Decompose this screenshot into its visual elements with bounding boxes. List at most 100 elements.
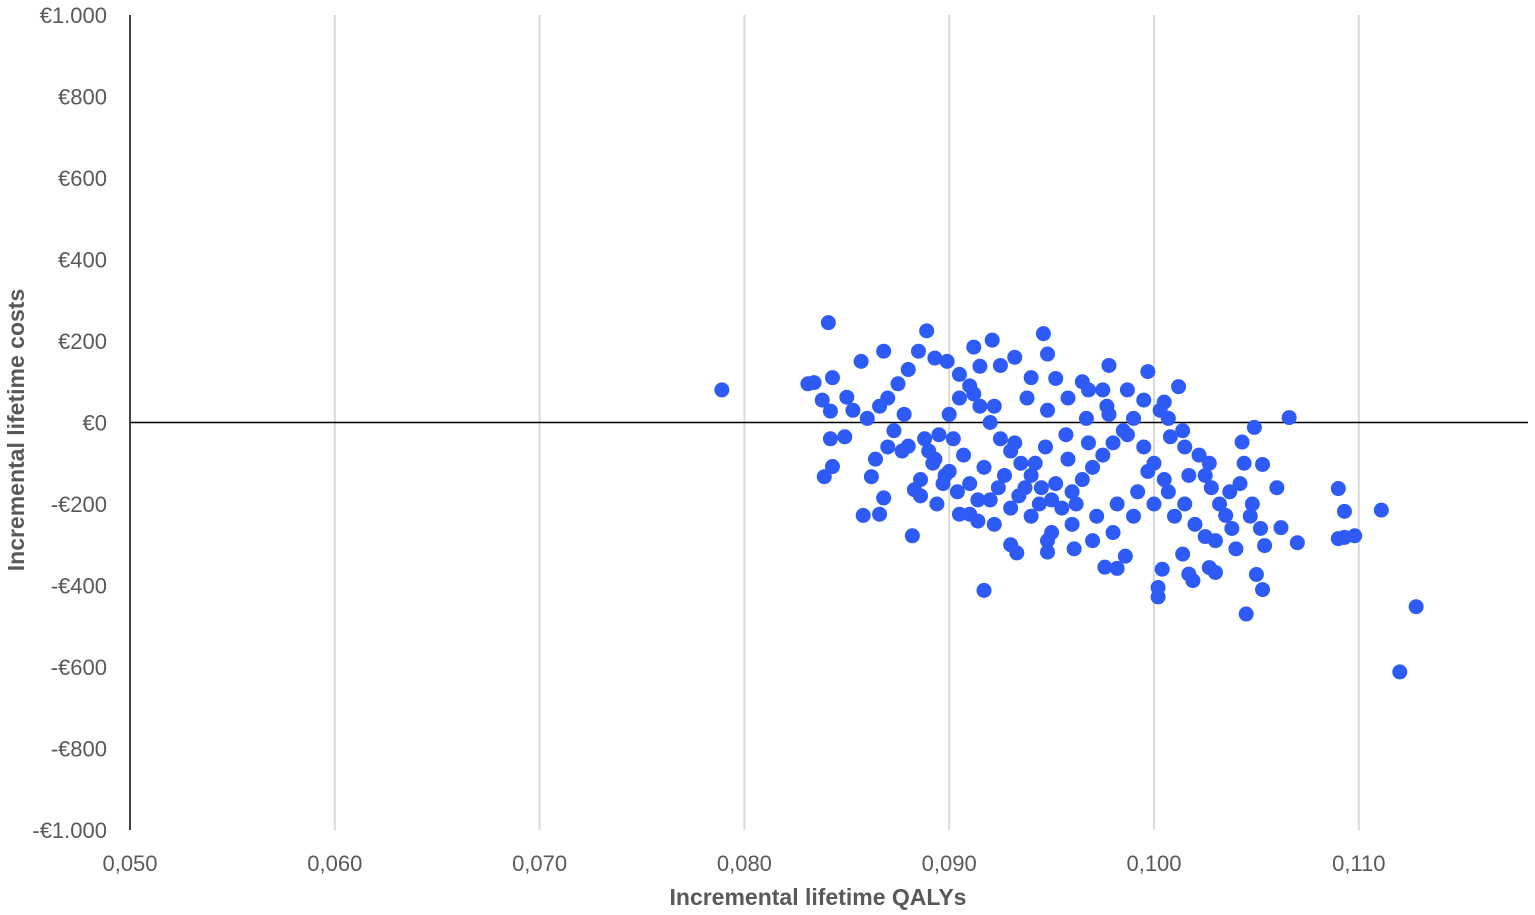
data-point (1154, 561, 1170, 577)
data-point (931, 427, 947, 443)
data-point (1187, 516, 1203, 532)
data-point (956, 447, 972, 463)
data-point (1060, 390, 1076, 406)
data-point (845, 402, 861, 418)
data-point (1033, 480, 1049, 496)
data-point (927, 350, 943, 366)
data-point (1150, 589, 1166, 605)
data-point (806, 375, 822, 391)
data-point (1109, 496, 1125, 512)
data-point (1037, 439, 1053, 455)
data-point (1044, 525, 1060, 541)
data-point (976, 459, 992, 475)
data-point (1238, 606, 1254, 622)
data-point (876, 343, 892, 359)
data-point (951, 390, 967, 406)
data-point (1408, 599, 1424, 615)
data-point (1085, 533, 1101, 549)
data-point (1232, 476, 1248, 492)
x-tick-label: 0,080 (717, 851, 772, 876)
y-axis-title: Incremental lifetime costs (3, 289, 29, 572)
data-point (814, 392, 830, 408)
data-point (1105, 435, 1121, 451)
data-point (1080, 435, 1096, 451)
data-point (1160, 484, 1176, 500)
data-point (913, 488, 929, 504)
data-point (1207, 564, 1223, 580)
data-point (890, 376, 906, 392)
data-point (1218, 507, 1234, 523)
data-point (1035, 326, 1051, 342)
data-point (1244, 496, 1260, 512)
data-point (1068, 496, 1084, 512)
data-point (1166, 508, 1182, 524)
data-point (1160, 410, 1176, 426)
data-point (1044, 492, 1060, 508)
data-point (992, 431, 1008, 447)
data-point (904, 528, 920, 544)
data-point (986, 516, 1002, 532)
x-axis-title: Incremental lifetime QALYs (670, 884, 967, 910)
data-point (910, 343, 926, 359)
y-tick-label: €600 (58, 166, 107, 191)
data-point (972, 398, 988, 414)
data-point (986, 398, 1002, 414)
data-point (1085, 459, 1101, 475)
data-point (1007, 435, 1023, 451)
data-point (1040, 346, 1056, 362)
data-point (714, 382, 730, 398)
data-point (872, 506, 888, 522)
data-point (1347, 528, 1363, 544)
data-point (990, 480, 1006, 496)
data-point (1273, 520, 1289, 536)
data-point (1080, 382, 1096, 398)
data-point (919, 323, 935, 339)
data-point (1048, 476, 1064, 492)
data-point (1224, 520, 1240, 536)
data-point (1023, 508, 1039, 524)
data-point (1248, 566, 1264, 582)
data-points (714, 315, 1424, 680)
data-point (820, 315, 836, 331)
data-point (984, 332, 1000, 348)
data-point (1228, 541, 1244, 557)
data-point (1054, 500, 1070, 516)
data-point (1392, 664, 1408, 680)
data-point (1212, 496, 1228, 512)
data-point (1242, 508, 1258, 524)
data-point (900, 438, 916, 454)
data-point (935, 476, 951, 492)
data-point (1064, 484, 1080, 500)
y-tick-label: €1.000 (40, 3, 107, 28)
data-point (966, 339, 982, 355)
data-point (1156, 472, 1172, 488)
y-tick-label: -€1.000 (32, 818, 107, 843)
data-point (1119, 382, 1135, 398)
data-point (1101, 406, 1117, 422)
data-point (1203, 480, 1219, 496)
data-point (1048, 370, 1064, 386)
data-point (921, 443, 937, 459)
data-point (855, 507, 871, 523)
data-point (996, 467, 1012, 483)
data-point (1255, 456, 1271, 472)
data-point (1175, 423, 1191, 439)
data-point (1197, 467, 1213, 483)
data-point (886, 423, 902, 439)
data-point (824, 370, 840, 386)
data-point (1023, 370, 1039, 386)
data-point (1013, 455, 1029, 471)
y-tick-label: -€600 (51, 655, 107, 680)
data-point (1007, 349, 1023, 365)
data-point (1162, 429, 1178, 445)
data-point (976, 582, 992, 598)
data-point (1255, 582, 1271, 598)
data-point (913, 472, 929, 488)
data-point (917, 431, 933, 447)
data-point (839, 389, 855, 405)
data-point (1136, 439, 1152, 455)
data-point (925, 455, 941, 471)
data-point (1019, 390, 1035, 406)
